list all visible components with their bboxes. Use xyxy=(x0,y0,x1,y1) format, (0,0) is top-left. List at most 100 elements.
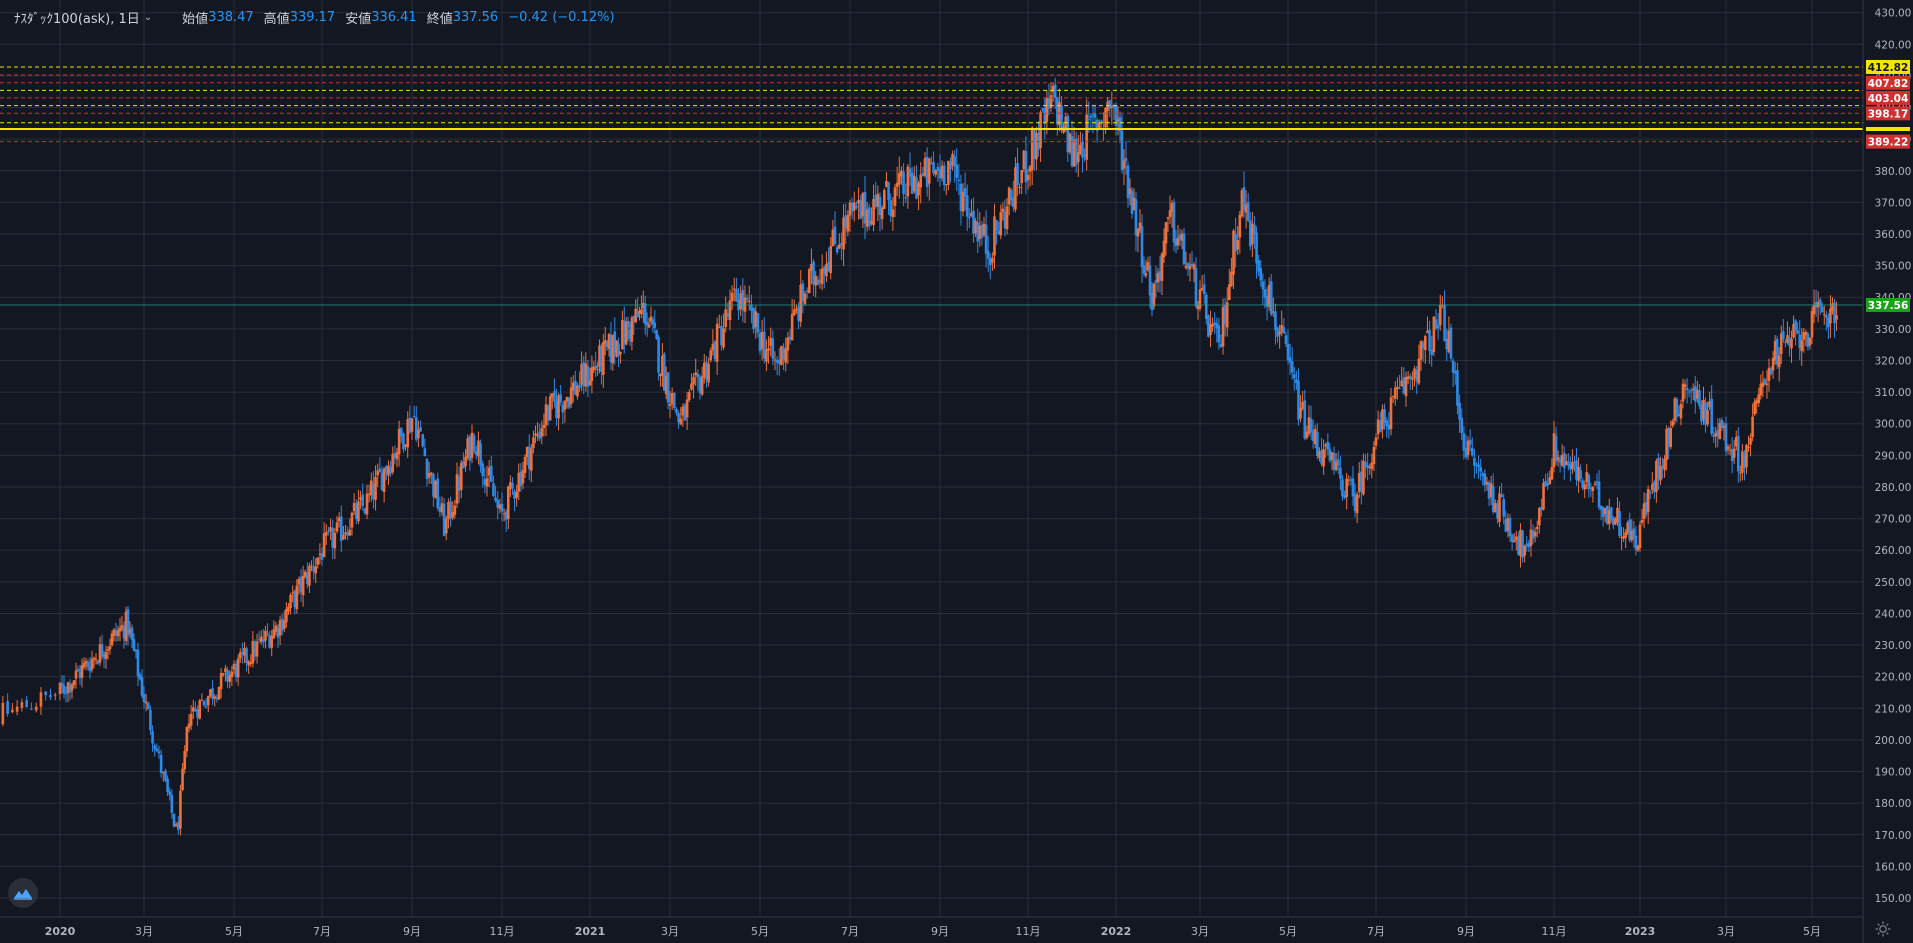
candle-body xyxy=(1345,478,1348,498)
candle-body xyxy=(359,497,362,500)
candle-body xyxy=(1683,384,1687,387)
candle-body xyxy=(997,230,1000,235)
candle-body xyxy=(1468,439,1472,445)
candle-body xyxy=(241,651,244,654)
candle-body xyxy=(492,483,495,497)
candle-body xyxy=(384,466,388,474)
candle-body xyxy=(1196,305,1200,310)
candle-body xyxy=(584,363,588,387)
candle-body xyxy=(1700,404,1703,422)
candle-body xyxy=(872,199,875,226)
candle-body xyxy=(274,625,278,632)
level-price-label-bg xyxy=(1866,59,1910,74)
price-tick-label: 270.00 xyxy=(1875,514,1912,526)
candle-body xyxy=(1481,473,1485,477)
candle-body xyxy=(1531,530,1535,539)
candle-body xyxy=(88,666,92,672)
candle-body xyxy=(1093,113,1097,118)
price-tick-label: 170.00 xyxy=(1875,830,1912,842)
candle-body xyxy=(1804,331,1808,336)
candle-body xyxy=(1661,465,1664,469)
candle-body xyxy=(1689,390,1693,392)
time-axis[interactable]: 2020 3月 5月 7月 9月 11月 2021 3月 5月 7月 9月 11月 2022 3月 5月 7月… xyxy=(0,916,1863,938)
candle-body xyxy=(1514,536,1518,540)
candle-body xyxy=(795,308,798,311)
candle-body xyxy=(607,334,611,349)
candle-body xyxy=(64,693,68,695)
candle-body xyxy=(310,565,313,567)
candle-body xyxy=(546,405,550,421)
candle-body xyxy=(1831,303,1834,312)
candle-body xyxy=(1632,528,1636,539)
candle-body xyxy=(1706,410,1709,425)
candle-body xyxy=(1786,335,1789,343)
candle-body xyxy=(1024,151,1028,183)
price-axis[interactable]: 150.00 160.00 170.00 180.00 190.00 200.00 210.… xyxy=(1862,0,1912,943)
candle-body xyxy=(850,202,854,212)
candle-body xyxy=(619,351,622,355)
candle-body xyxy=(1599,505,1603,510)
candle-body xyxy=(1240,190,1244,217)
candle-body xyxy=(867,207,871,227)
candle-body xyxy=(470,432,474,458)
candle-body xyxy=(1667,428,1670,447)
candle-body xyxy=(1460,417,1464,433)
symbol-title[interactable]: ﾅｽﾀﾞｯｸ100(ask), 1日 xyxy=(14,11,140,27)
candle-body xyxy=(1767,367,1771,382)
close-value: 337.56 xyxy=(452,9,499,25)
candle-body xyxy=(927,158,931,184)
candle-body xyxy=(449,501,452,519)
candle-body xyxy=(1381,409,1384,430)
candle-body xyxy=(1051,85,1055,92)
candle-body xyxy=(1451,360,1455,373)
candle-body xyxy=(1529,529,1533,546)
candle-body xyxy=(161,771,165,774)
candle-body xyxy=(788,336,792,340)
candle-body xyxy=(1423,336,1427,351)
candle-body xyxy=(90,658,94,670)
high-label: 高値 xyxy=(263,11,290,27)
candle-body xyxy=(455,474,459,504)
candle-body xyxy=(1413,368,1416,379)
candle-body xyxy=(457,476,461,491)
candle-body xyxy=(517,472,521,492)
price-tick-label: 420.00 xyxy=(1875,39,1912,51)
candle-body xyxy=(1761,382,1765,388)
candle-body xyxy=(972,210,975,234)
candle-body xyxy=(857,199,860,204)
candle-body xyxy=(1673,398,1677,421)
candle-body xyxy=(1370,462,1374,470)
candle-body xyxy=(78,671,82,678)
chevron-down-icon[interactable]: ⌄ xyxy=(143,11,153,23)
candle-body xyxy=(1581,480,1584,488)
candle-body xyxy=(1393,387,1397,399)
candle-body xyxy=(1679,404,1683,419)
candle-body xyxy=(1491,486,1495,512)
candle-body xyxy=(1332,453,1336,470)
candle-body xyxy=(1788,337,1791,346)
candle-body xyxy=(291,592,294,594)
candle-body xyxy=(829,246,833,274)
candle-body xyxy=(1190,263,1194,267)
candle-body xyxy=(96,661,100,664)
candle-body xyxy=(1232,230,1235,275)
candle-body xyxy=(963,188,967,197)
candle-body xyxy=(245,648,248,664)
candle-body xyxy=(438,507,442,512)
candle-body xyxy=(1612,517,1615,526)
candle-body xyxy=(645,321,649,326)
tradingview-logo-icon[interactable] xyxy=(8,878,38,908)
candle-body xyxy=(1833,302,1836,324)
candle-body xyxy=(1796,330,1799,334)
level-price-label: 407.82 xyxy=(1868,78,1909,90)
gear-icon[interactable] xyxy=(1874,920,1892,938)
candle-body xyxy=(49,695,52,698)
candle-body xyxy=(687,392,691,400)
candle-body xyxy=(1404,376,1408,397)
candle-body xyxy=(365,493,369,515)
candle-body xyxy=(953,156,956,167)
candle-body xyxy=(58,682,62,695)
candle-body xyxy=(1636,545,1640,551)
candle-body xyxy=(1274,311,1277,330)
